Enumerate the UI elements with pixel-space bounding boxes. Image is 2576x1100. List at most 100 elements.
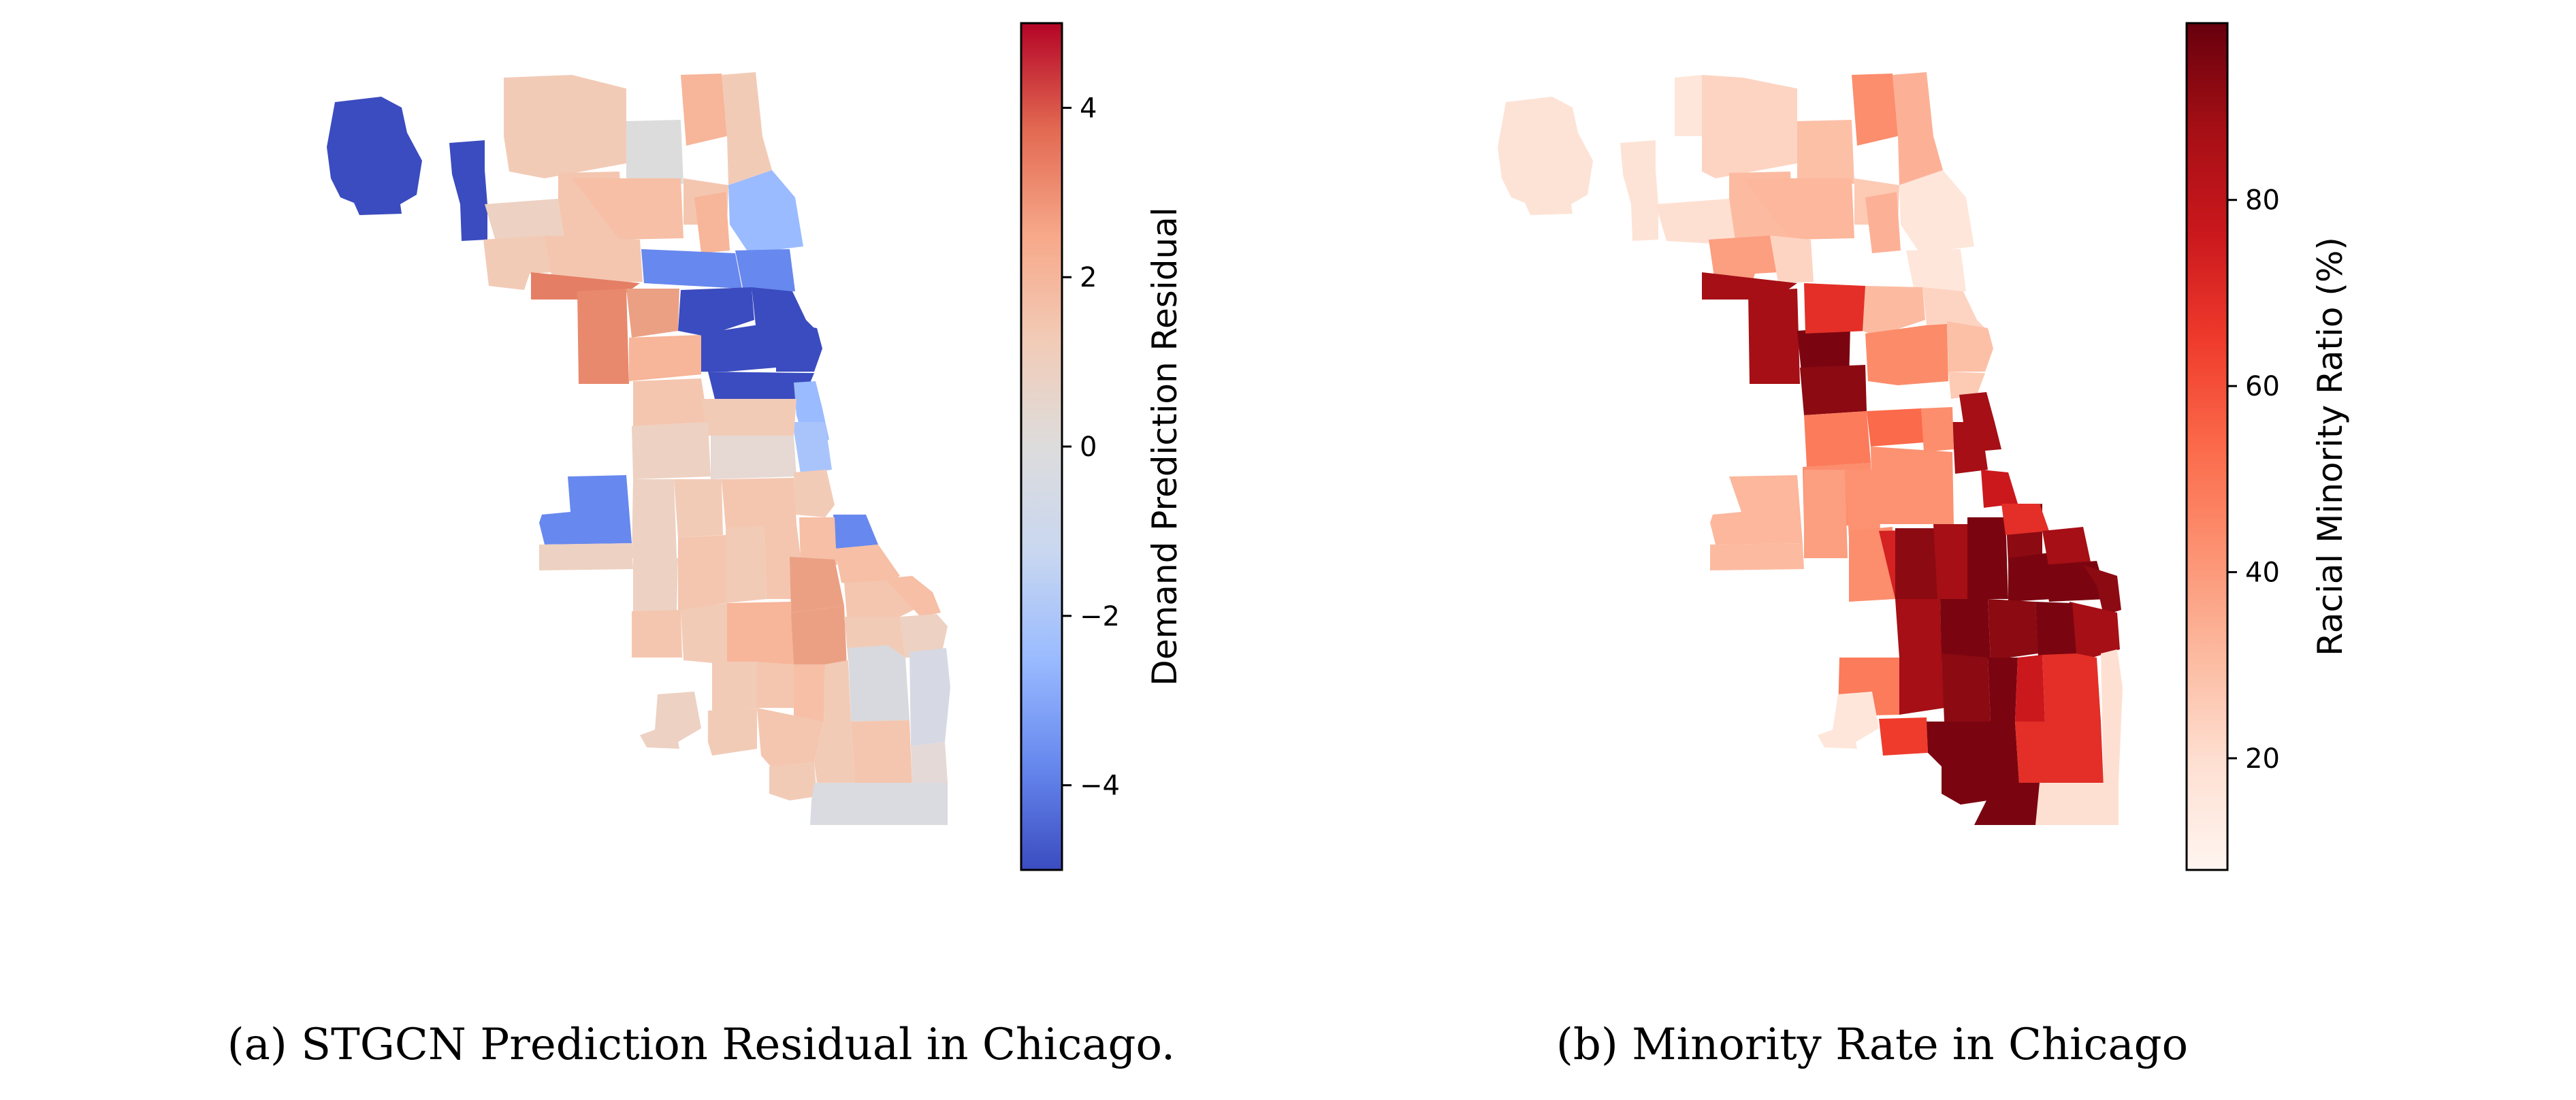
region-archer <box>674 479 723 538</box>
region-s-3 <box>726 525 767 603</box>
region-washington-park <box>790 557 844 613</box>
region-fs-4 <box>2015 655 2045 722</box>
region-near-north <box>752 287 814 328</box>
region-clearing-2 <box>539 543 633 570</box>
region-kenwood <box>2001 504 2049 535</box>
region-ohare <box>327 97 422 215</box>
region-s-6 <box>632 610 682 658</box>
region-fs-east <box>2101 649 2123 787</box>
region-clearing <box>539 475 632 545</box>
region-w-1 <box>483 236 553 290</box>
region-south-loop <box>708 372 814 399</box>
region-fs-3 <box>1988 658 2018 722</box>
region-logan-sq <box>1804 283 1868 334</box>
region-lincoln-park <box>1906 249 1966 291</box>
region-douglas <box>792 422 832 474</box>
region-fs-7 <box>757 708 824 766</box>
region-south-chicago <box>900 614 948 658</box>
region-c-3 <box>632 422 711 479</box>
region-c-4 <box>1871 447 1954 524</box>
region-s-7 <box>1940 599 1991 660</box>
region-fs-calumet <box>2042 653 2101 722</box>
region-n-2 <box>681 74 727 146</box>
region-ohare-corridor <box>449 140 487 241</box>
region-bronzeville <box>1981 470 2018 508</box>
region-s-1 <box>1895 528 1940 599</box>
region-south-shore <box>2083 565 2121 615</box>
region-s-6 <box>1895 599 1942 658</box>
region-n-1 <box>626 120 683 184</box>
region-n-lakeview <box>728 170 803 253</box>
region-south-shore <box>885 576 941 617</box>
region-fs-east <box>909 648 950 746</box>
minority-choropleth-map <box>1498 72 2123 825</box>
region-fs-riverdale <box>810 783 948 825</box>
region-fs-10 <box>911 742 948 787</box>
region-hyde-park <box>835 545 900 587</box>
region-fs-2 <box>1942 653 1991 722</box>
region-n-3 <box>722 72 772 185</box>
region-w-humboldt <box>629 335 701 381</box>
region-fs-6 <box>640 692 701 749</box>
caption-panel-a: (a) STGCN Prediction Residual in Chicago… <box>227 1020 1176 1070</box>
region-fs-5 <box>1879 717 1928 756</box>
region-near-north <box>1922 287 1985 328</box>
region-n-6 <box>1865 192 1901 253</box>
minority-colorbar-tick-label: 40 <box>2245 557 2280 589</box>
region-w-humboldt <box>1800 365 1867 415</box>
region-fs-8 <box>1985 722 2019 783</box>
region-nw-2 <box>1656 199 1736 245</box>
region-garfield-ridge <box>632 479 677 558</box>
residual-colorbar-tick-label: 0 <box>1080 432 1097 463</box>
region-ohare <box>1498 97 1593 215</box>
region-n-6 <box>694 192 730 253</box>
region-lincoln-park <box>735 249 795 291</box>
region-n-3 <box>1893 72 1943 185</box>
minority-colorbar: 80 60 40 20 Racial Minority Ratio (%) <box>2185 22 2350 871</box>
region-oakland <box>833 515 878 549</box>
region-fs-riverdale <box>2035 783 2119 825</box>
region-fs-5 <box>708 708 757 756</box>
region-s-8 <box>681 603 727 664</box>
region-w-austin <box>1748 289 1800 384</box>
region-fs-calumet <box>848 645 909 722</box>
region-clearing-2 <box>1710 543 1804 570</box>
region-logan-sq <box>641 249 742 289</box>
residual-colorbar-tick-label: 2 <box>1080 262 1097 293</box>
region-fs-8 <box>814 722 855 783</box>
region-south-chicago <box>2070 602 2120 660</box>
region-fs-7 <box>1927 722 1988 766</box>
region-hyde-park <box>2042 527 2091 569</box>
residual-colorbar: 4 2 0 −2 −4 Demand Prediction Residual <box>1020 22 1185 871</box>
region-n-2 <box>1852 74 1898 146</box>
region-near-west <box>701 324 776 372</box>
minority-colorbar-gradient <box>2185 22 2229 871</box>
region-fs-roseland <box>1974 783 2040 825</box>
region-c-4 <box>711 436 796 479</box>
region-s-2 <box>1933 524 1967 599</box>
region-fs-3 <box>794 664 825 722</box>
region-ohare-corridor <box>1620 140 1658 241</box>
region-n-4 <box>1743 178 1854 240</box>
minority-colorbar-tick-label: 80 <box>2245 185 2280 216</box>
region-fs-11 <box>769 762 817 800</box>
region-n-4 <box>572 178 683 240</box>
region-loop <box>776 321 822 372</box>
region-c-1 <box>633 378 708 426</box>
residual-colorbar-tick-label: −4 <box>1080 771 1120 802</box>
region-s-7 <box>726 602 794 664</box>
region-west-town <box>678 287 754 336</box>
region-s-1 <box>633 558 678 613</box>
region-fs-9 <box>851 720 912 787</box>
residual-colorbar-gradient <box>1020 22 1063 871</box>
region-nw-1 <box>504 75 626 178</box>
region-w-2 <box>545 236 643 283</box>
region-fs-4 <box>824 660 851 722</box>
region-s-5 <box>2008 553 2053 602</box>
region-s-2 <box>678 535 726 611</box>
region-nw-edge <box>1675 75 1702 136</box>
region-fs-2 <box>757 662 794 708</box>
region-c-2 <box>1867 408 1924 447</box>
region-douglas <box>1952 422 1988 474</box>
